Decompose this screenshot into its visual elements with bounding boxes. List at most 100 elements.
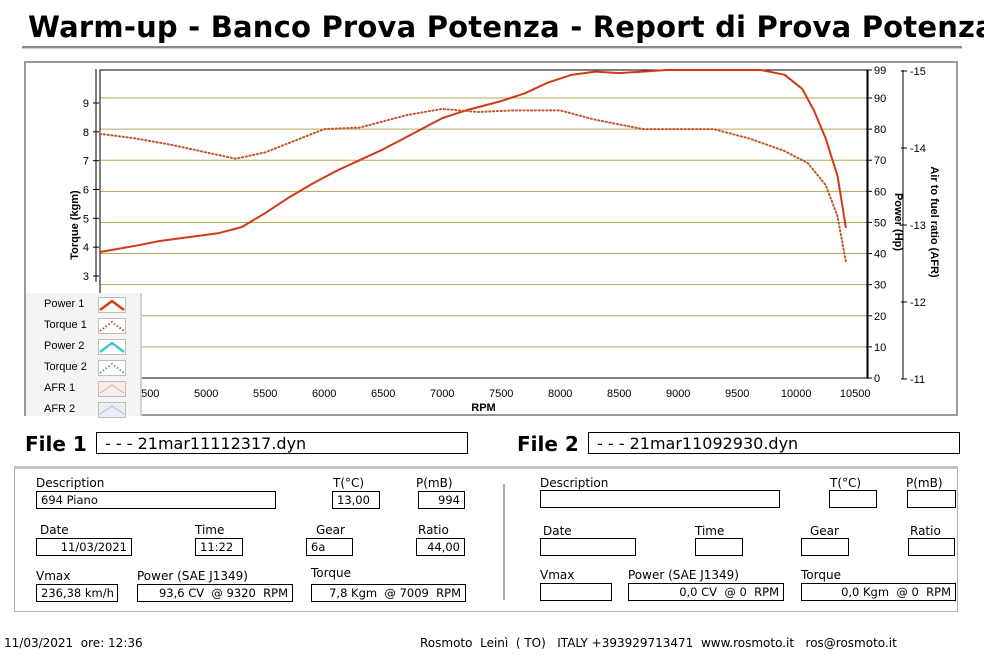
run1-ratio-field[interactable]: 44,00 [416, 538, 465, 556]
run1-torque-field[interactable]: 7,8 Kgm @ 7009 RPM [311, 584, 466, 602]
legend-item-afr-2[interactable]: AFR 2 [26, 400, 140, 421]
report-title: Warm-up - Banco Prova Potenza - Report d… [28, 10, 984, 44]
run2-time-field[interactable] [695, 538, 743, 556]
x-tick-label: 7500 [489, 388, 513, 400]
run2-date-label: Date [543, 524, 572, 538]
legend-swatch[interactable] [98, 339, 126, 355]
run2-ratio-field[interactable] [908, 538, 955, 556]
run2-description-label: Description [540, 476, 609, 490]
torque-tick-label: 8 [83, 127, 89, 139]
legend-item-afr-1[interactable]: AFR 1 [26, 379, 140, 400]
afr-tick-label: -13 [910, 220, 926, 232]
afr-tick-label: -15 [910, 66, 926, 78]
run2-date-field[interactable] [540, 538, 636, 556]
footer-contact: Rosmoto Leinì ( TO) ITALY +393929713471 … [420, 636, 897, 650]
x-tick-label: 7000 [430, 388, 454, 400]
series-torque-1 [99, 107, 847, 263]
power-axis-label: Power (Hp) [892, 193, 904, 251]
run1-description-label: Description [36, 476, 105, 490]
legend-item-power-2[interactable]: Power 2 [26, 337, 140, 358]
power-tick-label: 60 [874, 186, 886, 198]
run1-ratio-label: Ratio [418, 523, 449, 537]
afr-tick-label: -11 [910, 374, 925, 386]
swatch-power-2-icon [99, 341, 125, 353]
run1-pressure-label: P(mB) [416, 476, 453, 490]
dyno-chart: 4 50 0 5000 5500 6000 6500 7000 7500 8000 8500 9000… [69, 65, 940, 414]
file-1-label: File 1 [25, 432, 87, 456]
run1-date-label: Date [40, 523, 69, 537]
footer-datetime: 11/03/2021 ore: 12:36 [4, 636, 143, 650]
legend-swatch[interactable] [98, 318, 126, 334]
power-tick-label: 40 [874, 249, 886, 261]
legend-label: AFR 2 [44, 403, 76, 415]
power-tick-label: 50 [874, 217, 886, 229]
swatch-torque-2-icon [99, 362, 125, 374]
legend-swatch[interactable] [98, 402, 126, 418]
chart-legend: Power 1 Torque 1 Power 2 Torque 2 AFR 1 … [26, 293, 142, 418]
x-tick-label: 5000 [194, 388, 218, 400]
torque-tick-label: 6 [83, 185, 89, 197]
title-rule [22, 46, 962, 49]
run1-vmax-field[interactable]: 236,38 km/h [36, 584, 118, 602]
x-tick-label: 8000 [548, 388, 572, 400]
run2-vmax-label: Vmax [540, 568, 575, 582]
swatch-power-1-icon [99, 299, 125, 311]
run1-pressure-field[interactable]: 994 [418, 491, 465, 509]
legend-item-torque-2[interactable]: Torque 2 [26, 358, 140, 379]
power-tick-label: 0 [874, 373, 880, 385]
plot-area [99, 69, 868, 379]
legend-label: Power 2 [44, 340, 85, 352]
legend-item-power-1[interactable]: Power 1 [26, 295, 140, 316]
power-tick-label: 30 [874, 280, 886, 292]
torque-axis-label: Torque (kgm) [69, 190, 81, 260]
legend-item-torque-1[interactable]: Torque 1 [26, 316, 140, 337]
run2-pressure-field[interactable] [907, 490, 956, 508]
x-tick-label: 9000 [666, 388, 690, 400]
swatch-afr-1-icon [99, 384, 125, 394]
run1-temperature-label: T(°C) [333, 476, 365, 490]
run2-time-label: Time [695, 524, 725, 538]
legend-label: Power 1 [44, 298, 85, 310]
file-1-name[interactable]: - - - 21mar11112317.dyn [96, 432, 468, 454]
run1-torque-label: Torque [311, 566, 351, 580]
run2-temperature-label: T(°C) [830, 476, 862, 490]
run2-gear-field[interactable] [801, 538, 849, 556]
afr-axis-label: Air to fuel ratio (AFR) [928, 166, 940, 278]
run1-power-label: Power (SAE J1349) [137, 569, 248, 583]
run2-torque-field[interactable]: 0,0 Kgm @ 0 RPM [801, 583, 956, 601]
afr-tick-label: -14 [910, 143, 926, 155]
run1-description-field[interactable]: 694 Piano [36, 491, 276, 509]
x-tick-label: 6500 [371, 388, 395, 400]
run1-gear-field[interactable]: 6a [306, 538, 353, 556]
run2-description-field[interactable] [540, 490, 780, 508]
x-tick-label: 10500 [840, 388, 871, 400]
run2-power-field[interactable]: 0,0 CV @ 0 RPM [628, 583, 784, 601]
power-tick-label: 99 [874, 65, 886, 77]
afr-tick-label: -12 [910, 297, 926, 309]
series-power-1 [99, 69, 847, 253]
swatch-afr-2-icon [99, 405, 125, 415]
run2-vmax-field[interactable] [540, 583, 612, 601]
legend-swatch[interactable] [98, 381, 126, 397]
x-tick-label: 10000 [781, 388, 812, 400]
x-tick-label: 8500 [607, 388, 631, 400]
legend-swatch[interactable] [98, 297, 126, 313]
file-2-name[interactable]: - - - 21mar11092930.dyn [588, 432, 960, 454]
legend-label: Torque 2 [44, 361, 87, 373]
run1-power-field[interactable]: 93,6 CV @ 9320 RPM [137, 584, 293, 602]
torque-tick-label: 9 [83, 98, 89, 110]
legend-swatch[interactable] [98, 360, 126, 376]
power-tick-label: 10 [874, 342, 886, 354]
run2-ratio-label: Ratio [910, 524, 941, 538]
run2-temperature-field[interactable] [829, 490, 877, 508]
power-tick-label: 80 [874, 124, 886, 136]
torque-tick-label: 4 [83, 242, 89, 254]
run1-time-label: Time [195, 523, 225, 537]
run1-temperature-field[interactable]: 13,00 [332, 491, 380, 509]
run1-date-field[interactable]: 11/03/2021 [36, 538, 132, 556]
torque-tick-label: 7 [83, 156, 89, 168]
run2-power-label: Power (SAE J1349) [628, 568, 739, 582]
panel-divider [503, 484, 505, 600]
swatch-torque-1-icon [99, 320, 125, 332]
run1-time-field[interactable]: 11:22 [195, 538, 243, 556]
